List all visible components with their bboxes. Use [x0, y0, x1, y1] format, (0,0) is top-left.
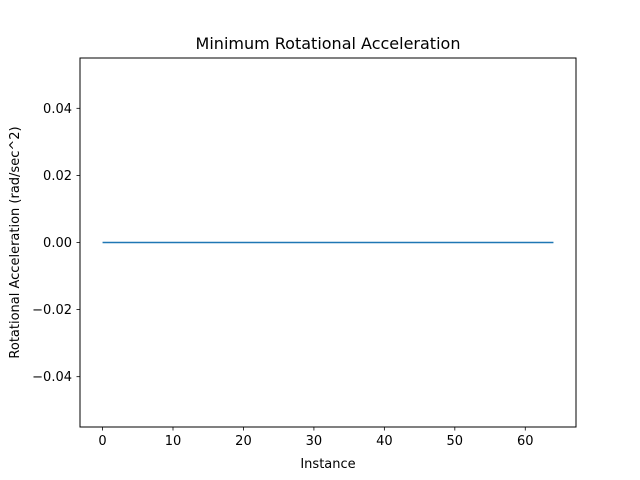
- chart-title: Minimum Rotational Acceleration: [196, 34, 461, 53]
- x-axis-ticks: 0 10 20 30 40 50 60: [98, 427, 534, 449]
- y-tick-label: −0.04: [32, 370, 72, 385]
- x-tick-label: 40: [376, 434, 393, 449]
- x-tick-label: 20: [235, 434, 252, 449]
- x-tick-label: 10: [165, 434, 182, 449]
- x-tick-label: 60: [517, 434, 534, 449]
- x-tick-label: 30: [306, 434, 323, 449]
- y-tick-label: 0.04: [43, 102, 72, 117]
- y-axis-label: Rotational Acceleration (rad/sec^2): [8, 126, 23, 358]
- x-tick-label: 50: [447, 434, 464, 449]
- y-tick-label: 0.02: [43, 169, 72, 184]
- y-tick-label: 0.00: [43, 236, 72, 251]
- x-axis-label: Instance: [300, 457, 355, 472]
- x-tick-label: 0: [98, 434, 106, 449]
- y-tick-label: −0.02: [32, 303, 72, 318]
- y-axis-ticks: −0.04 −0.02 0.00 0.02 0.04: [32, 102, 80, 385]
